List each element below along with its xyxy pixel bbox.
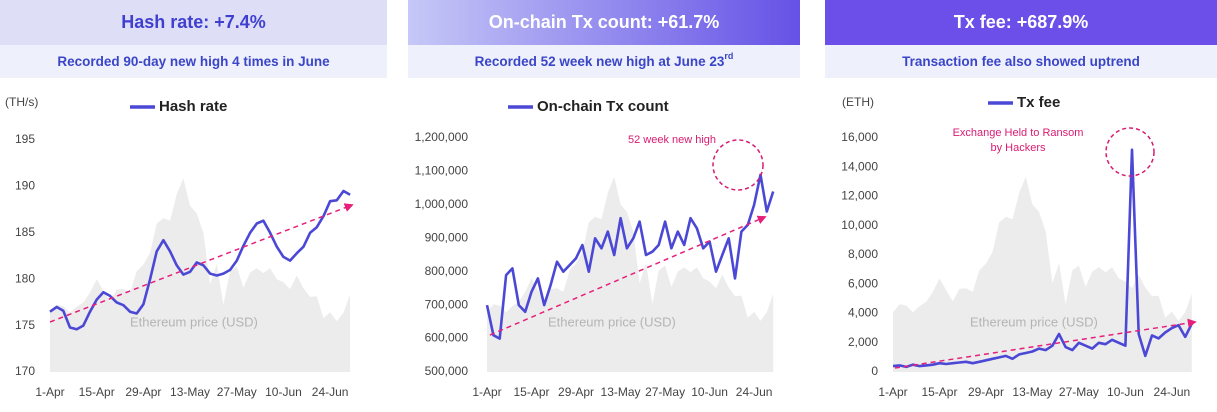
series-line (485, 173, 775, 340)
header-bar (0, 0, 387, 45)
chart-subtitle: Transaction fee also showed uptrend (902, 54, 1140, 69)
y-tick-label: 4,000 (848, 306, 878, 320)
trend-arrow (489, 215, 767, 336)
x-tick-label: 15-Apr (921, 385, 957, 399)
x-tick-label: 1-Apr (35, 385, 64, 399)
annotation: by Hackers (990, 142, 1046, 154)
y-tick-label: 16,000 (841, 130, 878, 144)
subtitle-superscript: rd (724, 51, 733, 61)
chart-title: Hash rate: +7.4% (121, 12, 266, 32)
y-tick-label: 800,000 (425, 264, 469, 278)
y-tick-label: 1,200,000 (415, 130, 469, 144)
header-bar (408, 0, 800, 45)
subtitle-text: Recorded 90-day new high 4 times in June (57, 54, 330, 69)
x-tick-label: 1-Apr (878, 385, 907, 399)
area-label: Ethereum price (USD) (548, 314, 676, 329)
chart-title: On-chain Tx count: +61.7% (489, 12, 720, 32)
x-tick-label: 24-Jun (1154, 385, 1191, 399)
y-tick-label: 500,000 (425, 364, 469, 378)
legend-label: Hash rate (159, 98, 227, 115)
x-tick-label: 27-May (645, 385, 685, 399)
y-tick-label: 170 (15, 364, 35, 378)
y-tick-label: 1,100,000 (415, 164, 469, 178)
y-tick-label: 2,000 (848, 335, 878, 349)
y-tick-label: 175 (15, 318, 35, 332)
area-label: Ethereum price (USD) (970, 314, 1098, 329)
series-line (892, 148, 1193, 369)
trend-arrow (894, 318, 1197, 369)
subtitle-text: Recorded 52 week new high at June 23 (475, 54, 725, 69)
highlight-circle (712, 139, 764, 191)
y-tick-label: 185 (15, 225, 35, 239)
x-tick-label: 13-May (601, 385, 641, 399)
x-tick-label: 24-Jun (312, 385, 349, 399)
subtitle-band (825, 45, 1217, 78)
y-tick-label: 700,000 (425, 297, 469, 311)
plots: Hash rate: +7.4% Recorded 90-day new high… (5, 12, 1193, 399)
x-tick-label: 29-Apr (125, 385, 161, 399)
x-tick-label: 27-May (217, 385, 257, 399)
x-tick-label: 13-May (1012, 385, 1052, 399)
y-tick-label: 180 (15, 271, 35, 285)
annotation: 52 week new high (628, 134, 716, 146)
subtitle-band (0, 45, 387, 78)
price-area (893, 176, 1192, 372)
annotation-shapes (49, 127, 1197, 369)
x-tick-label: 15-Apr (79, 385, 115, 399)
x-tick-label: 15-Apr (514, 385, 550, 399)
y-tick-label: 1,000,000 (415, 197, 469, 211)
x-tick-label: 10-Jun (265, 385, 302, 399)
y-tick-label: 0 (871, 364, 878, 378)
subtitle-band (408, 45, 800, 78)
x-tick-label: 13-May (170, 385, 210, 399)
chart-subtitle: Recorded 52 week new high at June 23rd (475, 51, 734, 68)
x-tick-label: 29-Apr (558, 385, 594, 399)
legend-label: On-chain Tx count (537, 98, 669, 115)
x-tick-label: 10-Jun (1107, 385, 1144, 399)
x-tick-label: 24-Jun (736, 385, 773, 399)
x-tick-label: 10-Jun (691, 385, 728, 399)
series-line (49, 189, 351, 331)
annotation: Exchange Held to Ransom (953, 127, 1084, 139)
highlight-circle (1105, 127, 1155, 177)
y-tick-label: 600,000 (425, 331, 469, 345)
y-tick-label: 6,000 (848, 276, 878, 290)
x-tick-label: 1-Apr (472, 385, 501, 399)
x-tick-label: 27-May (1059, 385, 1099, 399)
header-bar (825, 0, 1217, 45)
y-tick-label: 195 (15, 132, 35, 146)
legend-label: Tx fee (1017, 94, 1060, 111)
y-tick-label: 14,000 (841, 159, 878, 173)
y-axis-unit: (ETH) (842, 95, 874, 109)
chart-title: Tx fee: +687.9% (954, 12, 1089, 32)
backgrounds (0, 0, 1217, 78)
y-axis-unit: (TH/s) (5, 95, 38, 109)
area-label: Ethereum price (USD) (130, 314, 258, 329)
price-area (50, 178, 351, 372)
y-tick-label: 190 (15, 179, 35, 193)
x-tick-label: 29-Apr (968, 385, 1004, 399)
subtitle-text: Transaction fee also showed uptrend (902, 54, 1140, 69)
y-tick-label: 900,000 (425, 230, 469, 244)
y-tick-label: 8,000 (848, 247, 878, 261)
price-area (487, 176, 774, 372)
y-tick-label: 12,000 (841, 189, 878, 203)
y-tick-label: 10,000 (841, 218, 878, 232)
chart-subtitle: Recorded 90-day new high 4 times in June (57, 54, 330, 69)
